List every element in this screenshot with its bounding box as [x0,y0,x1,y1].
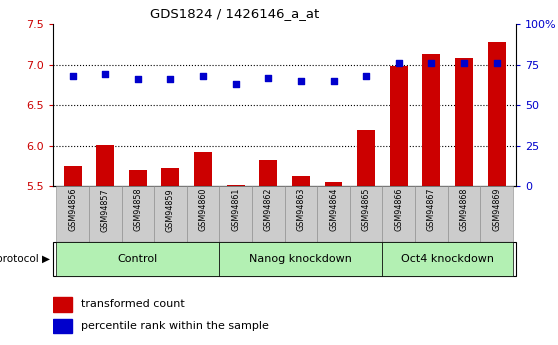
Bar [252,186,285,242]
Text: percentile rank within the sample: percentile rank within the sample [81,321,268,331]
Point [101,72,110,77]
Text: GSM94863: GSM94863 [296,188,305,231]
Text: GSM94864: GSM94864 [329,188,338,231]
Text: GSM94868: GSM94868 [459,188,469,231]
Bar [357,130,375,186]
Bar [488,42,506,186]
Point [492,60,501,66]
Point [68,73,77,79]
Bar [161,168,179,186]
Bar [219,186,252,242]
Bar [122,186,154,242]
Bar [154,186,187,242]
Text: GSM94859: GSM94859 [166,188,175,231]
Point [231,81,240,87]
Bar [194,152,212,186]
Text: GSM94869: GSM94869 [492,188,501,231]
Text: GSM94866: GSM94866 [395,188,403,231]
Text: GSM94865: GSM94865 [362,188,371,231]
Bar [187,186,219,242]
Point [427,60,436,66]
Point [395,60,403,66]
Bar [390,66,408,186]
Bar [415,186,448,242]
Text: protocol ▶: protocol ▶ [0,254,50,264]
Point [362,73,371,79]
Bar [89,186,122,242]
Bar [129,170,147,186]
Bar [480,186,513,242]
Bar [422,54,440,186]
Point [329,78,338,84]
Text: GSM94861: GSM94861 [231,188,240,231]
Bar [219,241,382,276]
Bar [382,241,513,276]
Text: GSM94860: GSM94860 [199,188,208,231]
Bar [53,297,73,312]
Bar [53,319,73,333]
Bar [56,186,89,242]
Bar [292,176,310,186]
Point [264,75,273,80]
Text: GSM94867: GSM94867 [427,188,436,231]
Text: Nanog knockdown: Nanog knockdown [249,254,352,264]
Bar [455,58,473,186]
Bar [325,182,343,186]
Text: Oct4 knockdown: Oct4 knockdown [401,254,494,264]
Text: transformed count: transformed count [81,299,185,309]
Text: GDS1824 / 1426146_a_at: GDS1824 / 1426146_a_at [150,7,319,20]
Bar [382,186,415,242]
Bar [317,186,350,242]
Text: GSM94857: GSM94857 [100,188,110,231]
Text: GSM94858: GSM94858 [133,188,142,231]
Text: GSM94856: GSM94856 [68,188,77,231]
Bar [285,186,317,242]
Point [166,77,175,82]
Bar [259,160,277,186]
Bar [53,241,516,276]
Bar [96,145,114,186]
Bar [350,186,382,242]
Bar [56,241,219,276]
Point [199,73,208,79]
Point [459,60,468,66]
Point [133,77,142,82]
Text: GSM94862: GSM94862 [264,188,273,231]
Text: Control: Control [118,254,158,264]
Bar [448,186,480,242]
Bar [64,166,81,186]
Point [296,78,305,84]
